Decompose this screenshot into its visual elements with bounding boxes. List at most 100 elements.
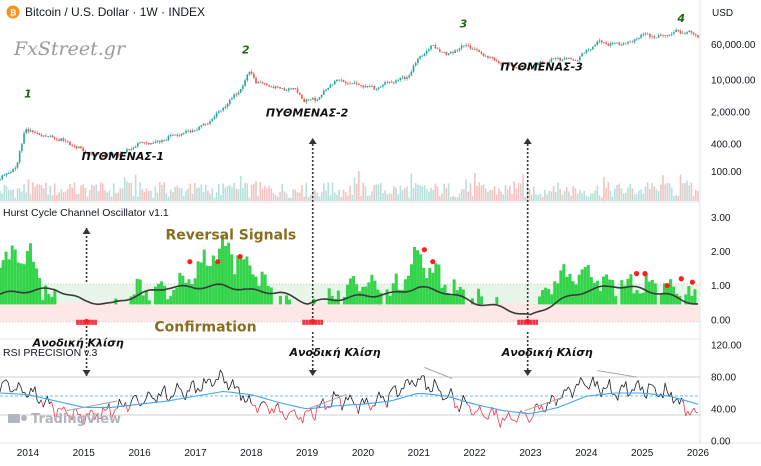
price-candle <box>513 65 516 68</box>
rsi-segment <box>51 401 54 410</box>
price-candle <box>684 32 686 34</box>
price-candle <box>294 88 297 89</box>
confirm-down-arrow-head <box>308 370 317 376</box>
volume-bar <box>40 185 43 201</box>
volume-bar <box>441 193 443 201</box>
price-candle <box>638 37 640 39</box>
rsi-tick-label: 40.00 <box>711 405 736 416</box>
osc-histogram-bar <box>135 278 139 305</box>
rsi-segment <box>92 411 96 420</box>
rsi-segment <box>664 382 668 392</box>
volume-bar <box>603 176 605 201</box>
volume-bar <box>202 192 205 201</box>
price-candle <box>539 61 542 64</box>
tradingview-logo-icon <box>8 414 27 423</box>
rsi-segment <box>339 396 343 411</box>
price-candle <box>69 141 71 146</box>
rsi-segment <box>36 400 40 404</box>
currency-label: USD <box>712 8 733 19</box>
volume-bar <box>329 195 332 201</box>
rsi-segment <box>285 414 289 421</box>
price-candle <box>655 37 658 39</box>
price-candle <box>668 34 671 36</box>
rsi-segment <box>607 379 610 388</box>
rsi-segment <box>125 402 129 412</box>
price-candle <box>51 135 54 138</box>
volume-bar <box>279 191 281 201</box>
volume-bar <box>25 192 28 201</box>
rsi-segment <box>469 405 472 415</box>
volume-bar <box>320 191 323 201</box>
osc-histogram-bar <box>230 254 234 305</box>
volume-bar <box>574 188 577 201</box>
price-candle <box>484 55 487 57</box>
rsi-segment <box>30 387 34 393</box>
osc-histogram-bar <box>217 248 221 305</box>
rsi-segment <box>119 398 122 405</box>
osc-histogram-bar <box>269 287 273 305</box>
price-candle <box>285 90 288 92</box>
price-candle <box>112 154 115 155</box>
volume-bar <box>154 186 157 201</box>
price-candle <box>93 153 95 155</box>
price-candle <box>592 46 594 50</box>
volume-bar <box>99 182 102 201</box>
rsi-segment <box>362 398 365 404</box>
rsi-segment <box>642 386 645 397</box>
price-candle <box>452 51 454 54</box>
price-candle <box>161 140 163 143</box>
volume-bar <box>412 187 415 201</box>
rsi-segment <box>34 386 38 401</box>
rsi-segment <box>261 401 264 403</box>
price-candle <box>21 143 23 152</box>
osc-red-bar <box>523 319 527 325</box>
rsi-segment <box>596 381 600 390</box>
price-candle <box>67 140 69 142</box>
price-candle <box>439 49 441 52</box>
rsi-segment <box>281 411 285 418</box>
price-candle <box>642 34 645 36</box>
osc-histogram-bar <box>544 287 548 305</box>
volume-bar <box>187 188 189 201</box>
osc-histogram-bar <box>562 264 566 305</box>
volume-bar <box>561 194 564 201</box>
rsi-segment <box>112 409 116 415</box>
price-candle <box>657 35 660 38</box>
volume-bar <box>342 189 345 201</box>
osc-histogram-bar <box>580 269 584 305</box>
price-candle <box>454 50 456 54</box>
volume-bar <box>38 184 41 201</box>
rsi-segment <box>318 402 322 409</box>
price-candle <box>445 51 448 55</box>
price-candle <box>633 39 636 42</box>
volume-bar <box>618 183 621 201</box>
volume-bar <box>303 196 305 201</box>
price-candle <box>509 63 511 65</box>
osc-histogram-bar <box>666 287 670 305</box>
rsi-segment <box>290 410 293 413</box>
price-candle <box>42 135 45 137</box>
volume-bar <box>69 184 71 201</box>
volume-bar <box>307 196 310 201</box>
volume-bar <box>283 191 286 201</box>
osc-red-bar <box>314 319 318 325</box>
volume-bar <box>235 188 238 201</box>
osc-histogram-bar <box>409 264 413 305</box>
rsi-segment <box>565 386 569 391</box>
rsi-segment <box>564 389 567 391</box>
price-candle <box>91 153 93 155</box>
volume-bar <box>458 193 461 201</box>
osc-red-bar <box>517 319 521 325</box>
osc-histogram-bar <box>221 235 225 305</box>
rsi-segment <box>605 386 608 390</box>
volume-bar <box>589 193 592 201</box>
osc-histogram-bar <box>434 263 438 305</box>
volume-bar <box>209 193 211 201</box>
rsi-segment <box>47 396 50 404</box>
volume-bar <box>388 193 391 201</box>
price-candle <box>666 35 669 36</box>
volume-bar <box>614 188 616 201</box>
price-candle <box>552 58 555 60</box>
rsi-segment <box>94 414 98 420</box>
price-candle <box>281 88 284 90</box>
